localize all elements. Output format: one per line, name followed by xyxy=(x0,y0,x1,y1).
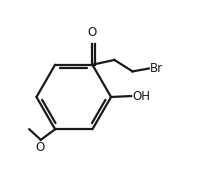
Text: O: O xyxy=(88,26,97,39)
Text: Br: Br xyxy=(150,62,163,75)
Text: OH: OH xyxy=(132,90,150,103)
Text: O: O xyxy=(35,141,44,154)
